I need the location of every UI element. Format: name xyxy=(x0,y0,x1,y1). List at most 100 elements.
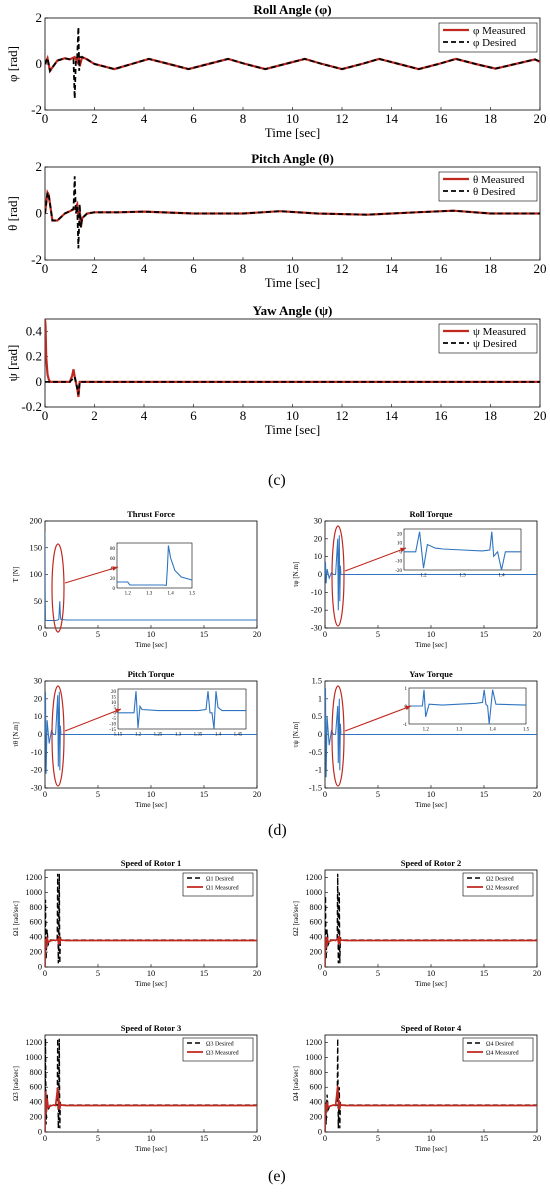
x-tick-label: 18 xyxy=(484,111,497,126)
y-tick-label: 0 xyxy=(318,570,322,579)
inset-y-tick-label: 80 xyxy=(110,547,116,552)
chart-title: Speed of Rotor 2 xyxy=(401,858,462,868)
chart-title: Speed of Rotor 4 xyxy=(401,1023,462,1033)
y-tick-label: 1200 xyxy=(305,873,322,882)
x-tick-label: 10 xyxy=(427,630,435,639)
x-tick-label: 0 xyxy=(42,408,49,423)
y-tick-label: -20 xyxy=(31,766,42,775)
y-tick-label: 20 xyxy=(34,694,42,703)
panel-label-e: (e) xyxy=(268,1168,286,1185)
chart-10: Speed of Rotor 40 5 10 15 200200400600800100… xyxy=(292,1023,541,1153)
y-tick-label: 600 xyxy=(30,918,42,927)
inset-x-tick-label: 1.2 xyxy=(135,733,142,738)
x-tick-label: 10 xyxy=(286,261,299,276)
y-tick-label: -20 xyxy=(311,606,322,615)
chart-title: Speed of Rotor 1 xyxy=(121,858,182,868)
y-tick-label: -10 xyxy=(31,748,42,757)
y-tick-label: 800 xyxy=(310,1068,322,1077)
y-tick-label: 150 xyxy=(30,543,42,552)
chart-title: Pitch Torque xyxy=(128,669,175,679)
legend-entry: ψ Desired xyxy=(473,338,517,350)
y-tick-label: 0 xyxy=(36,374,43,389)
x-tick-label: 15 xyxy=(200,790,208,799)
x-tick-label: 15 xyxy=(480,630,488,639)
x-tick-label: 5 xyxy=(376,790,380,799)
x-tick-label: 14 xyxy=(385,261,399,276)
x-tick-label: 6 xyxy=(190,261,197,276)
x-tick-label: 15 xyxy=(480,790,488,799)
legend-entry: Ω3 Desired xyxy=(206,1042,234,1048)
legend-entry: Ω4 Desired xyxy=(486,1042,514,1048)
x-tick-label: 20 xyxy=(253,1134,261,1143)
inset-chart: 1.15 1.2 1.25 1.3 1.35 1.4 1.45 -15-10-50510152… xyxy=(109,688,247,738)
series-line-measured xyxy=(325,1085,537,1132)
chart-title: Roll Angle (φ) xyxy=(253,2,331,17)
inset-series-line xyxy=(118,691,246,730)
y-tick-label: 20 xyxy=(314,534,322,543)
inset-y-tick-label: -10 xyxy=(395,560,402,565)
x-axis-label: Time [sec] xyxy=(415,640,447,649)
legend-box xyxy=(438,323,538,354)
y-axis-label: τφ [N.m] xyxy=(292,562,300,588)
x-tick-label: 20 xyxy=(534,111,547,126)
legend-entry: Ω1 Measured xyxy=(206,886,239,892)
x-tick-label: 15 xyxy=(480,969,488,978)
x-tick-label: 5 xyxy=(376,630,380,639)
x-tick-label: 10 xyxy=(147,790,155,799)
x-tick-label: 12 xyxy=(336,261,349,276)
x-tick-label: 18 xyxy=(484,261,497,276)
x-tick-label: 15 xyxy=(200,630,208,639)
inset-series-line xyxy=(409,689,527,725)
x-tick-label: 10 xyxy=(286,111,299,126)
y-tick-label: 800 xyxy=(30,903,42,912)
y-axis-label: ψ [rad] xyxy=(5,345,20,382)
y-axis-label: Ω3 [rad/sec] xyxy=(12,1066,20,1101)
zoom-arrow xyxy=(344,705,412,732)
x-tick-label: 5 xyxy=(96,969,100,978)
zoom-arrow xyxy=(344,547,407,572)
x-axis-label: Time [sec] xyxy=(415,979,447,988)
y-tick-label: 1000 xyxy=(25,1053,42,1062)
inset-chart: 1.21.31.41.5-101 xyxy=(403,687,530,733)
chart-0: Roll Angle (φ)0 2 4 6 8 10 12 14 16 18 20-202Time … xyxy=(5,2,547,140)
y-tick-label: 600 xyxy=(310,918,322,927)
x-tick-label: 4 xyxy=(141,261,148,276)
x-tick-label: 16 xyxy=(435,261,449,276)
series-line-desired xyxy=(45,873,257,967)
chart-6: Yaw Torque 0 5 10 15 20 -1.5 -1 -0.5 0 0.5 1 1.5 Time… xyxy=(292,669,541,809)
inset-x-tick-label: 1.25 xyxy=(154,733,163,738)
legend-box xyxy=(438,171,538,202)
x-tick-label: 6 xyxy=(190,408,197,423)
chart-title: Roll Torque xyxy=(409,509,452,519)
y-tick-label: 0.4 xyxy=(26,324,43,339)
y-tick-label: 1000 xyxy=(305,1053,322,1062)
inset-y-tick-label: -5 xyxy=(112,717,117,722)
panel-label-c: (c) xyxy=(268,472,286,489)
y-tick-label: 10 xyxy=(34,712,42,721)
legend-entry: Ω2 Desired xyxy=(486,877,514,883)
x-tick-label: 15 xyxy=(480,1134,488,1143)
x-tick-label: 2 xyxy=(91,111,98,126)
y-tick-label: -30 xyxy=(311,624,322,633)
y-tick-label: 1200 xyxy=(25,1038,42,1047)
legend-box xyxy=(438,22,538,53)
zoom-arrow-head xyxy=(112,566,118,571)
inset-y-tick-label: 15 xyxy=(111,695,117,700)
chart-9: Speed of Rotor 30 5 10 15 200200400600800100… xyxy=(12,1023,261,1153)
legend-box xyxy=(182,1037,254,1062)
inset-x-tick-label: 1.3 xyxy=(175,733,182,738)
x-axis-label: Time [sec] xyxy=(135,979,167,988)
x-tick-label: 12 xyxy=(336,408,349,423)
y-tick-label: 400 xyxy=(30,1098,42,1107)
y-tick-label: -0.2 xyxy=(21,399,42,414)
inset-y-tick-label: -10 xyxy=(109,722,116,727)
y-tick-label: -2 xyxy=(31,252,42,267)
x-tick-label: 20 xyxy=(533,630,541,639)
series-line-desired xyxy=(325,873,537,967)
inset-x-tick-label: 1.2 xyxy=(125,592,132,597)
y-tick-label: 0 xyxy=(36,206,43,221)
inset-y-tick-label: 5 xyxy=(114,706,117,711)
x-tick-label: 20 xyxy=(534,261,547,276)
series-line-measured xyxy=(45,935,257,967)
y-tick-label: 800 xyxy=(30,1068,42,1077)
